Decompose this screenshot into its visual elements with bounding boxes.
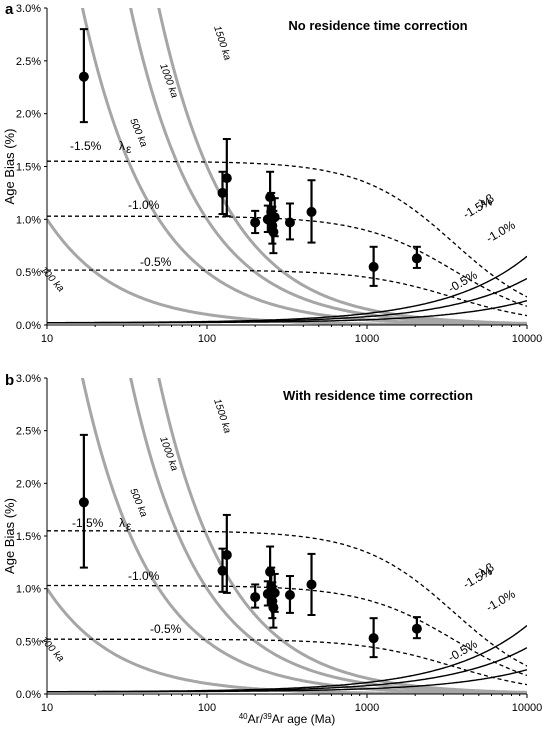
data-point: [265, 192, 276, 203]
x-axis-label: 40Ar/39Ar age (Ma): [239, 712, 336, 727]
data-point: [284, 217, 295, 228]
isochron-curve-500-ka: [80, 8, 527, 325]
data-point: [221, 549, 232, 560]
data-points: [78, 433, 422, 659]
data-point: [217, 187, 228, 198]
data-point: [269, 587, 280, 598]
data-point: [250, 592, 261, 603]
lambda-e-label: -1.0%: [128, 569, 160, 583]
data-point: [306, 206, 317, 217]
y-tick-label: 1.0%: [16, 214, 41, 226]
isochron-label: 100 ka: [38, 265, 67, 295]
lambda-e-curve-2: [47, 638, 527, 686]
y-axis-label: Age Bias (%): [2, 129, 17, 205]
y-tick-label: 1.0%: [16, 584, 41, 596]
lambda-b-label: -1.0%: [484, 218, 518, 246]
data-point: [411, 253, 422, 264]
lambda-b-curve-2: [47, 300, 527, 324]
lambda-e-subscript: ε: [126, 142, 132, 156]
x-tick-label: 1000: [355, 702, 379, 714]
data-point: [78, 71, 89, 82]
y-tick-label: 3.0%: [16, 373, 41, 385]
x-tick-label: 1000: [355, 333, 379, 345]
lambda-b-curve-2: [47, 669, 527, 693]
y-tick-label: 0.5%: [16, 267, 41, 279]
data-point: [269, 212, 280, 223]
data-point: [411, 623, 422, 634]
lambda-e-label: -1.5%: [70, 139, 102, 153]
isochron-curve-500-ka: [80, 378, 527, 694]
isochron-curve-1000-ka: [129, 378, 527, 694]
y-tick-label: 2.0%: [16, 109, 41, 121]
y-tick-label: 2.0%: [16, 478, 41, 490]
x-tick-label: 10000: [512, 333, 543, 345]
isochron-label: 1500 ka: [211, 25, 233, 63]
lambda-e-label: -0.5%: [150, 622, 182, 636]
lambda-e-label: -0.5%: [140, 255, 172, 269]
lambda-e-symbol: λ: [119, 516, 125, 530]
model-curves: [47, 378, 527, 694]
isochron-curve-1500-ka: [157, 8, 527, 325]
data-point: [306, 579, 317, 590]
data-point: [217, 565, 228, 576]
lambda-b-label: -1.0%: [484, 587, 518, 615]
lambda-e-symbol: λ: [119, 139, 125, 153]
data-point: [268, 227, 279, 238]
isochron-label: 1500 ka: [211, 398, 233, 436]
data-point: [368, 261, 379, 272]
isochron-label: 500 ka: [127, 487, 149, 519]
y-tick-label: 2.5%: [16, 56, 41, 68]
panel-letter: b: [5, 372, 14, 389]
x-tick-label: 10000: [512, 702, 543, 714]
data-point: [268, 602, 279, 613]
lambda-e-subscript: ε: [126, 519, 132, 533]
y-tick-label: 0.5%: [16, 636, 41, 648]
lambda-b-label: -0.5%: [446, 637, 480, 665]
y-tick-label: 0.0%: [16, 320, 41, 332]
y-tick-label: 3.0%: [16, 3, 41, 15]
x-tick-label: 10: [41, 333, 53, 345]
panel-a: 0.0% 0.5% 1.0% 1.5% 2.0% 2.5% 3.0% 10 100 1000 100…: [2, 1, 543, 345]
lambda-e-curve-1: [47, 584, 527, 677]
y-tick-label: 0.0%: [16, 689, 41, 701]
lambda-b-label: -0.5%: [446, 268, 480, 296]
data-point: [368, 633, 379, 644]
y-tick-label: 1.5%: [16, 162, 41, 174]
panel-title: No residence time correction: [288, 18, 467, 33]
x-tick-label: 100: [198, 702, 216, 714]
data-point: [250, 217, 261, 228]
panel-letter: a: [5, 1, 14, 18]
y-tick-label: 2.5%: [16, 426, 41, 438]
isochron-curve-1500-ka: [157, 378, 527, 694]
panel-title: With residence time correction: [283, 388, 473, 403]
data-point: [284, 589, 295, 600]
data-points: [78, 28, 422, 287]
data-point: [221, 173, 232, 184]
x-tick-label: 100: [198, 333, 216, 345]
x-tick-label: 10: [41, 702, 53, 714]
lambda-e-curve-2: [47, 269, 527, 317]
model-curves: [47, 8, 527, 325]
y-axis-label: Age Bias (%): [2, 498, 17, 574]
y-tick-label: 1.5%: [16, 531, 41, 543]
isochron-curve-1000-ka: [129, 8, 527, 325]
lambda-e-curve-0: [47, 530, 527, 667]
lambda-e-curve-0: [47, 160, 527, 298]
data-point: [78, 497, 89, 508]
lambda-e-label: -1.0%: [128, 198, 160, 212]
lambda-e-label: -1.5%: [72, 516, 104, 530]
